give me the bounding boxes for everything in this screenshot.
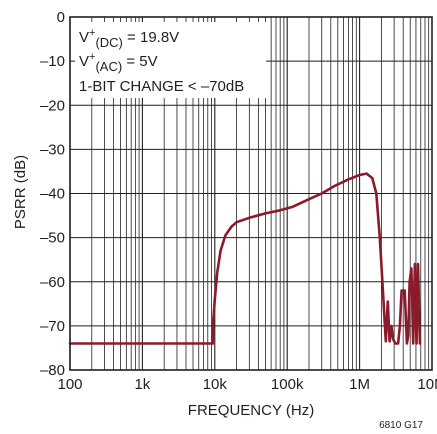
y-tick-label: –70 bbox=[40, 318, 65, 335]
annotation-line-2: V+(AC) = 5V bbox=[79, 51, 158, 74]
tick-labels: 100 1k 10k 100k 1M 10M 0 –10 –20 –30 –40 –50 –60 –70 –… bbox=[40, 9, 437, 393]
y-tick-label: –80 bbox=[40, 362, 65, 379]
y-axis-label: PSRR (dB) bbox=[12, 155, 29, 229]
y-tick-label: –30 bbox=[40, 141, 65, 158]
x-axis-label: FREQUENCY (Hz) bbox=[188, 402, 314, 419]
plot-frame bbox=[69, 16, 433, 371]
psrr-curve bbox=[68, 172, 422, 345]
y-tick-label: –20 bbox=[40, 97, 65, 114]
y-tick-label: 0 bbox=[57, 9, 65, 26]
y-tick-label: –10 bbox=[40, 53, 65, 70]
series-layer bbox=[68, 172, 422, 345]
x-tick-label: 100k bbox=[271, 376, 304, 393]
y-tick-label: –50 bbox=[40, 230, 65, 247]
x-tick-label: 1M bbox=[349, 376, 370, 393]
annotation-line-1: V+(DC) = 19.8V bbox=[79, 27, 179, 50]
y-tick-label: –40 bbox=[40, 186, 65, 203]
annotation-box bbox=[75, 22, 266, 98]
y-tick-label: –60 bbox=[40, 274, 65, 291]
x-tick-label: 10M bbox=[417, 376, 437, 393]
x-tick-label: 10k bbox=[203, 376, 228, 393]
x-tick-label: 100 bbox=[57, 376, 82, 393]
figure-id: 6810 G17 bbox=[379, 420, 423, 431]
x-tick-label: 1k bbox=[134, 376, 150, 393]
annotation-line-3: 1-BIT CHANGE < –70dB bbox=[79, 78, 244, 95]
